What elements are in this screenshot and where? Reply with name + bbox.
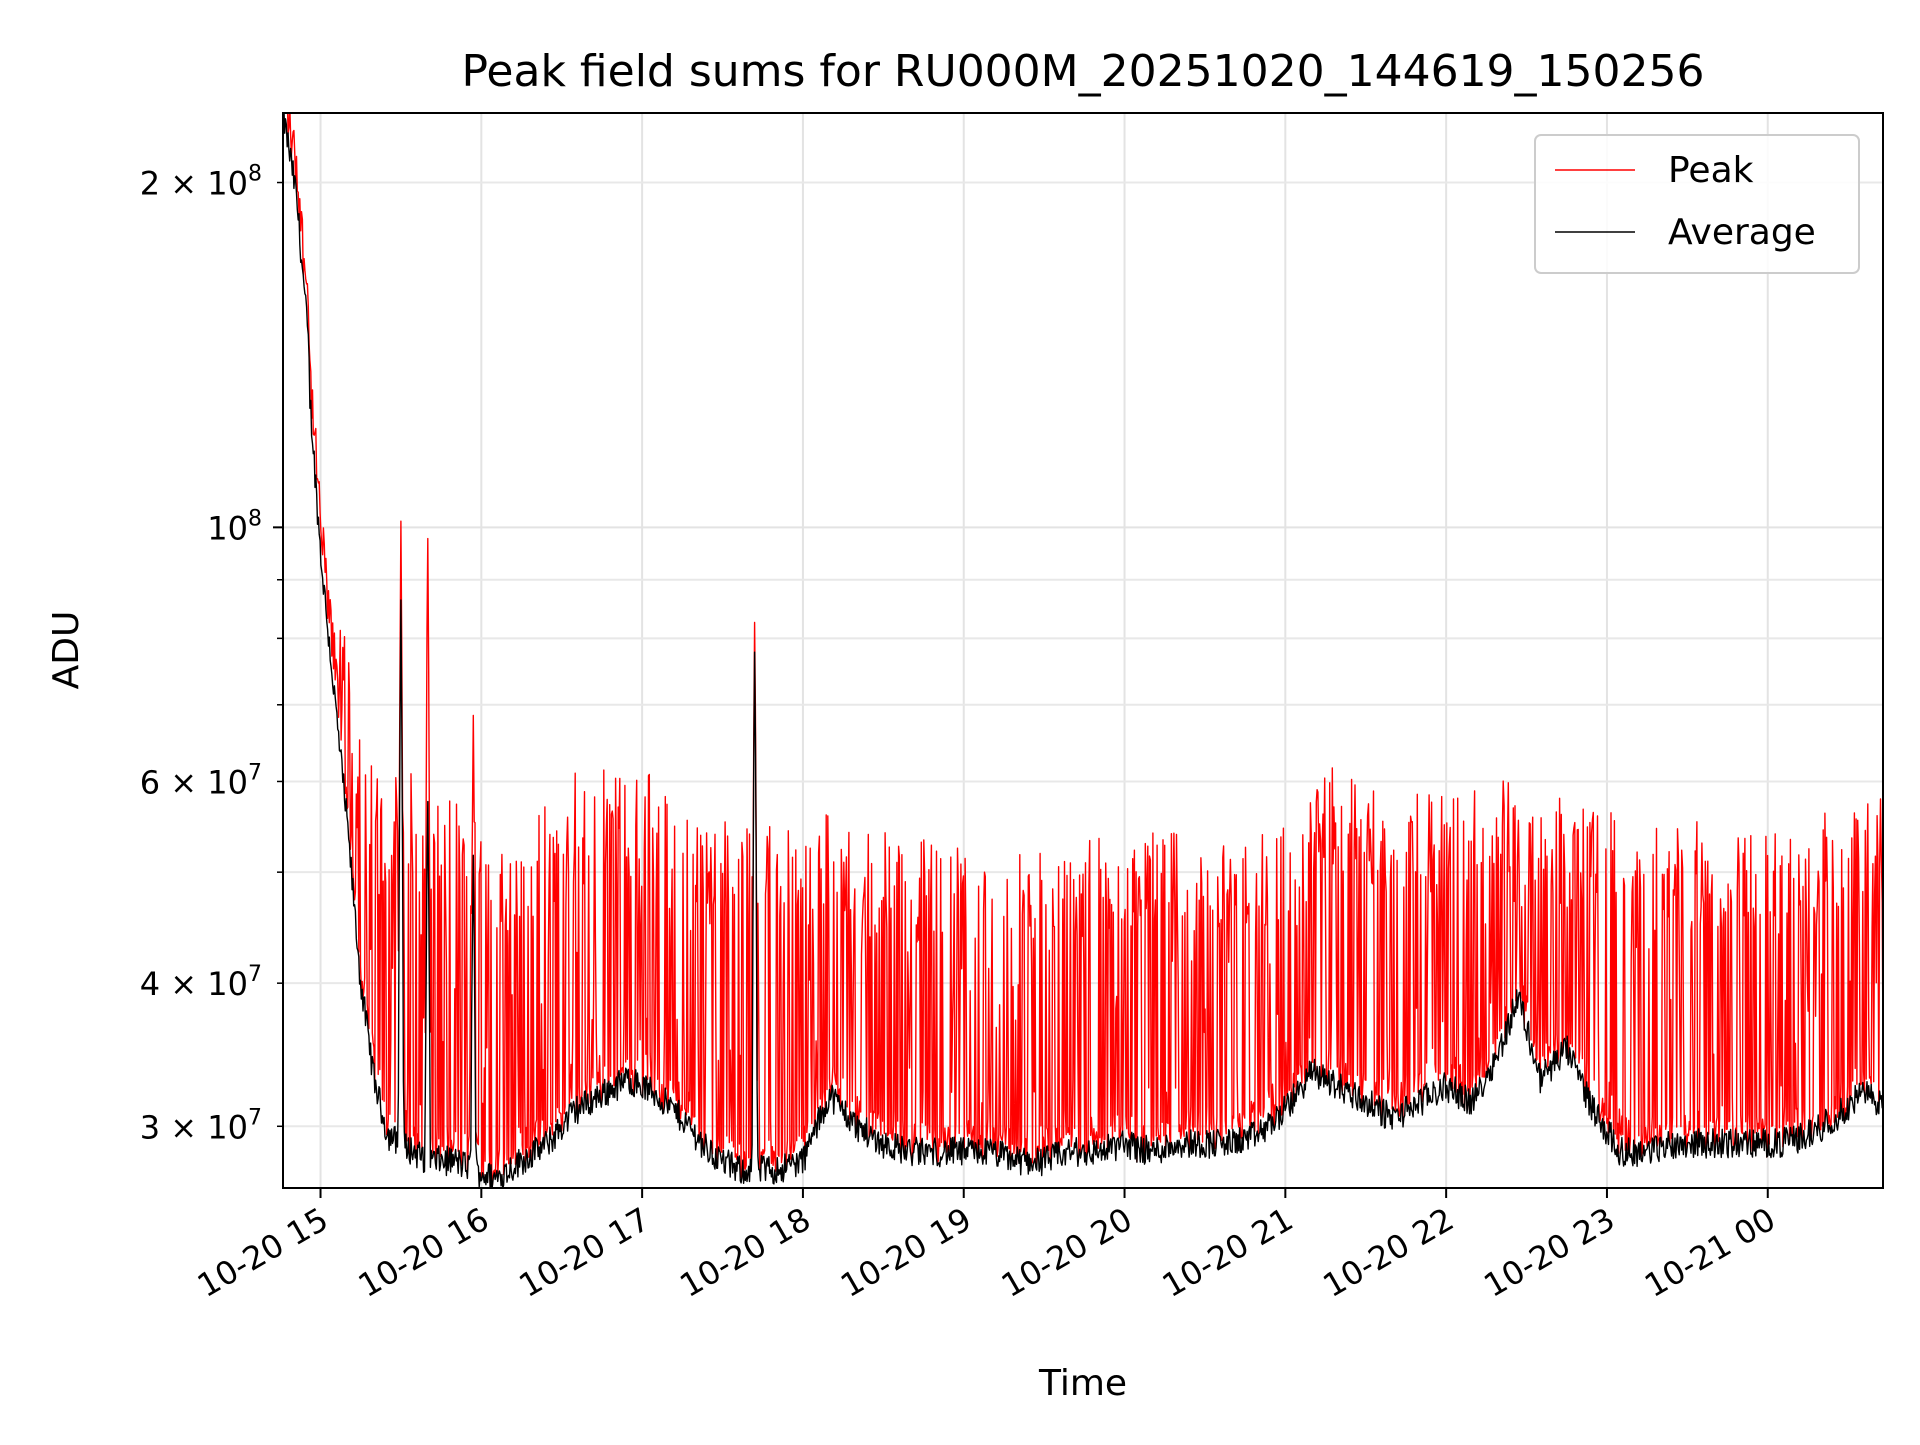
legend-label-peak: Peak xyxy=(1668,150,1754,191)
plot-series xyxy=(283,113,1883,1188)
chart-title: Peak field sums for RU000M_20251020_1446… xyxy=(461,46,1704,97)
legend-label-average: Average xyxy=(1668,212,1816,253)
legend: Peak Average xyxy=(1534,134,1860,274)
y-tick-label: 108 xyxy=(207,506,262,547)
y-axis-label: ADU xyxy=(46,611,87,690)
series-peak-line xyxy=(286,113,1883,1188)
y-tick-label: 3 × 107 xyxy=(140,1105,262,1146)
y-tick-label: 2 × 108 xyxy=(140,162,262,203)
y-tick-label: 4 × 107 xyxy=(140,962,262,1003)
y-tick-label: 6 × 107 xyxy=(140,760,262,801)
grid xyxy=(283,113,1883,1188)
series-average-line xyxy=(283,113,1883,1188)
plot-frame xyxy=(282,112,1884,1189)
x-axis-label: Time xyxy=(1038,1363,1127,1404)
